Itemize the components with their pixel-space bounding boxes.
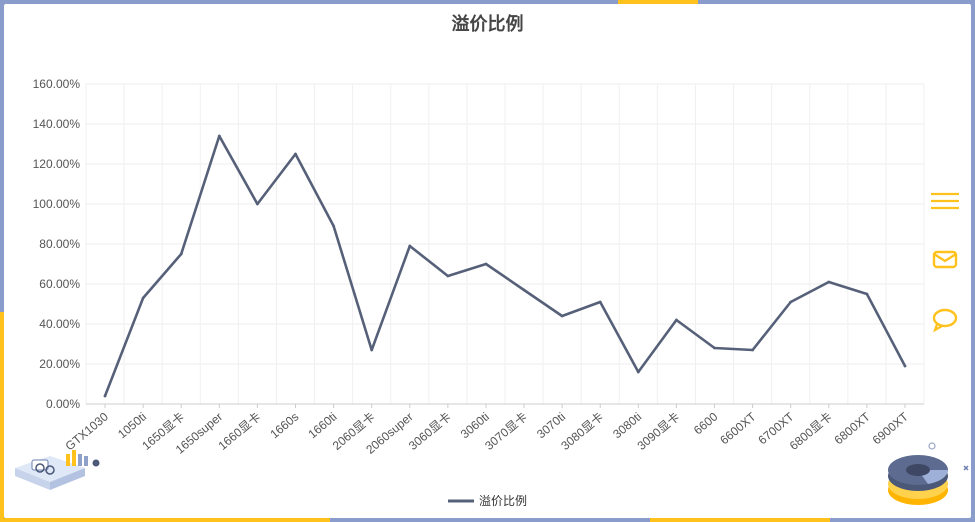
y-tick-label: 0.00% [46, 397, 80, 411]
chart-title: 溢价比例 [451, 14, 524, 34]
y-tick-label: 20.00% [39, 357, 80, 371]
x-tick-label: 6800显卡 [787, 410, 835, 453]
data-point [751, 348, 754, 352]
y-tick-label: 60.00% [39, 277, 80, 291]
data-point [522, 288, 526, 292]
y-tick-label: 80.00% [39, 237, 80, 251]
data-point [141, 296, 145, 300]
data-point [560, 314, 564, 318]
data-point [179, 252, 183, 256]
x-tick-label: 1660ti [305, 410, 339, 442]
data-point [446, 274, 450, 278]
x-tick-label: 3080显卡 [558, 410, 606, 453]
data-point [713, 346, 716, 350]
x-tick-label: 3070显卡 [482, 410, 530, 453]
pie-illustration-icon [888, 442, 969, 505]
x-tick-label: 3070ti [534, 410, 568, 442]
data-point [789, 300, 793, 304]
chat-icon[interactable] [928, 306, 962, 334]
series-layer [103, 134, 907, 398]
decor-strip [0, 518, 330, 522]
data-illustration-icon [15, 450, 100, 490]
x-tick-label: 3060显卡 [406, 410, 454, 453]
data-point [827, 280, 831, 284]
data-point [484, 262, 488, 266]
data-point [256, 202, 259, 206]
x-tick-label: 6600XT [717, 409, 759, 447]
y-tick-label: 100.00% [33, 197, 81, 211]
decor-strip [618, 0, 698, 4]
data-point [903, 364, 907, 368]
legend-label: 溢价比例 [479, 494, 527, 508]
data-point [408, 244, 412, 248]
grid-lines [85, 83, 925, 404]
y-axis-ticks: 0.00% 20.00% 40.00% 60.00% 80.00% 100.00% 120.… [33, 77, 81, 411]
y-tick-label: 140.00% [33, 117, 81, 131]
x-tick-label: 6600 [691, 409, 721, 437]
data-point [370, 348, 374, 352]
y-tick-label: 160.00% [33, 77, 81, 91]
x-tick-label: 6800XT [832, 409, 874, 447]
legend[interactable]: 溢价比例 [448, 494, 527, 508]
data-point [103, 394, 107, 398]
data-point [865, 292, 869, 296]
series-line [103, 134, 907, 398]
data-point [332, 224, 335, 228]
decor-strip [0, 312, 4, 522]
y-tick-label: 120.00% [33, 157, 81, 171]
x-tick-label: 3090显卡 [634, 410, 682, 453]
x-tick-label: 1660显卡 [215, 410, 263, 453]
data-point [675, 318, 678, 322]
data-point [598, 300, 602, 304]
x-tick-label: 1050ti [115, 410, 149, 442]
x-tick-label: 3080ti [610, 410, 644, 442]
menu-icon[interactable] [928, 188, 962, 216]
x-tick-label: 3060ti [458, 410, 492, 442]
decor-strip [650, 518, 830, 522]
data-point [217, 134, 221, 138]
mail-icon[interactable] [928, 248, 962, 276]
data-point [294, 152, 297, 156]
data-point [636, 370, 640, 374]
x-tick-label: 1660s [267, 410, 301, 442]
y-tick-label: 40.00% [39, 317, 80, 331]
